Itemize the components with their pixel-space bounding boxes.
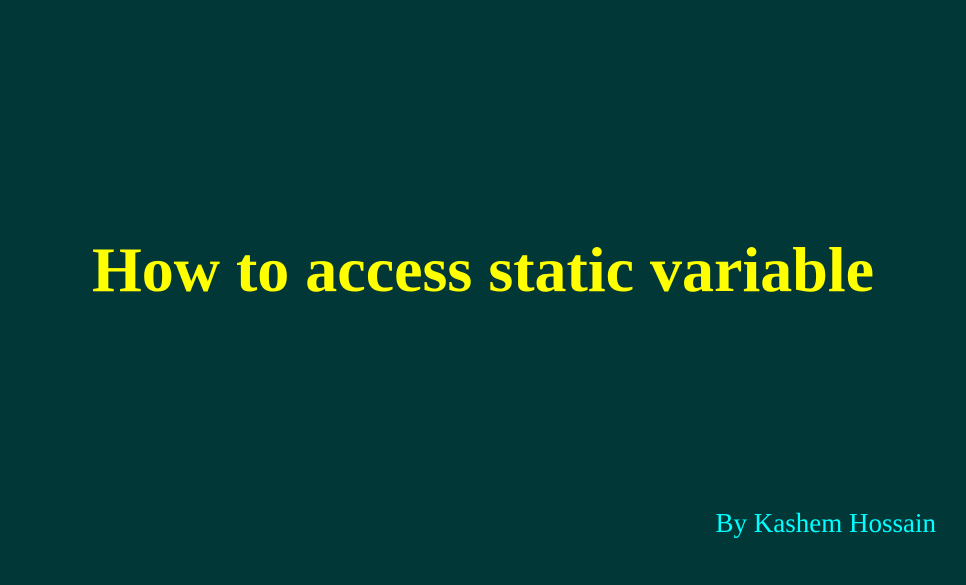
slide-author: By Kashem Hossain (715, 508, 936, 538)
slide-title: How to access static variable (91, 234, 875, 305)
